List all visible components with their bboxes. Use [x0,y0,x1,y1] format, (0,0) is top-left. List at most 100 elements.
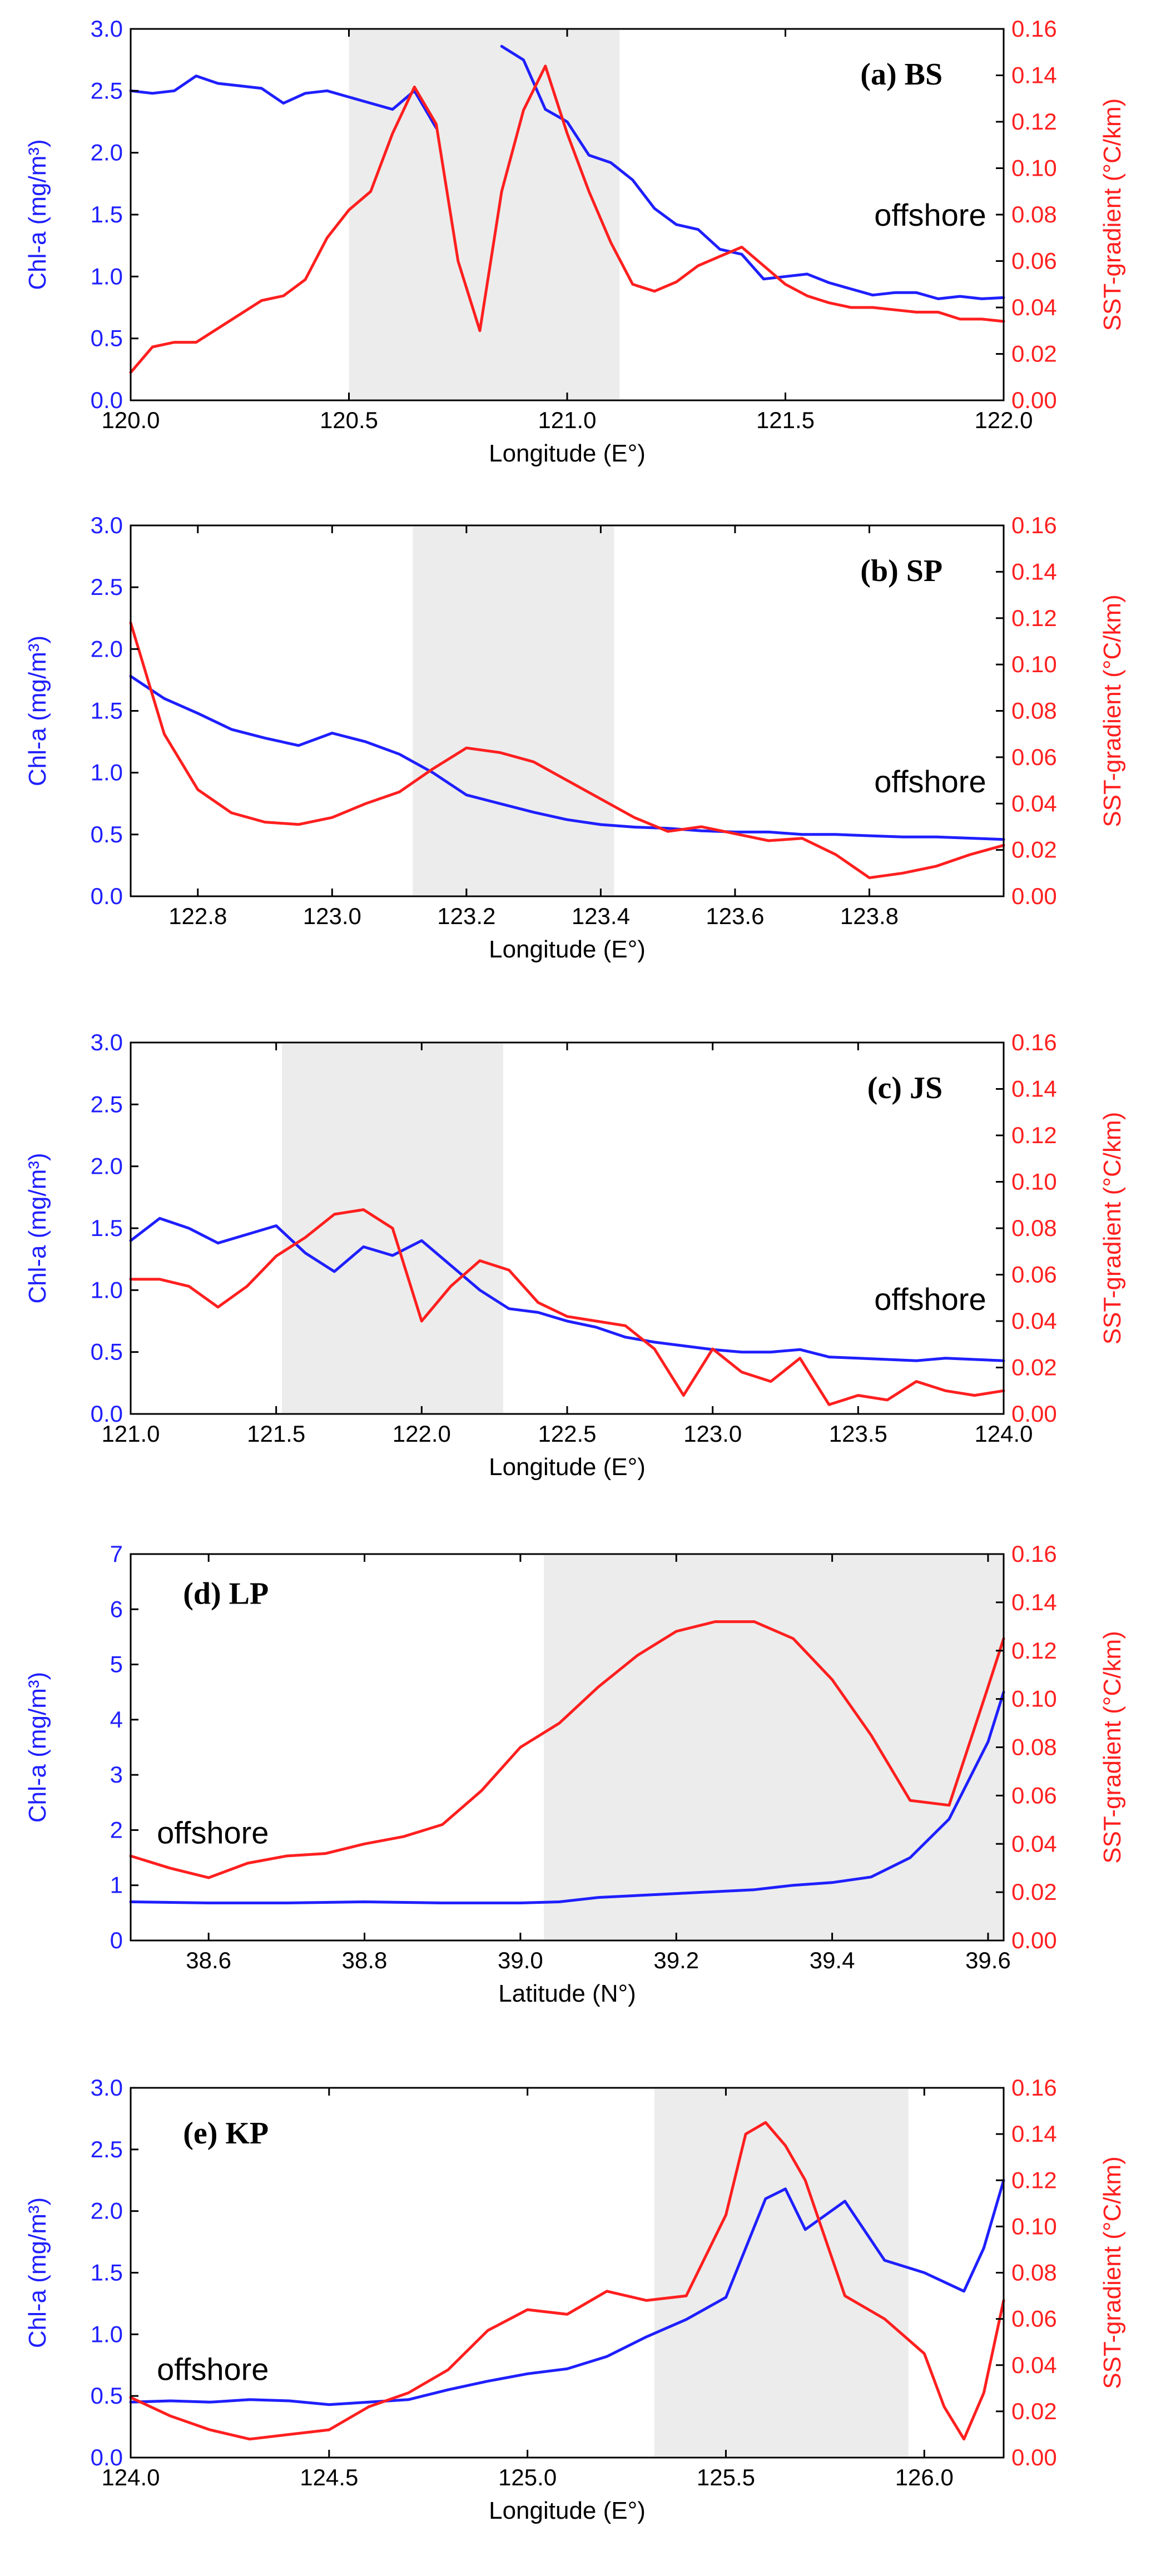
y-right-tick-label: 0.02 [1011,2398,1057,2424]
panel-title: (e) KP [183,2116,269,2151]
shaded-region [413,527,614,895]
y-left-tick-label: 3.0 [91,2074,123,2101]
y-left-tick-label: 0 [110,1927,123,1953]
y-left-tick-label: 0.0 [91,1401,123,1427]
y-left-axis-label: Chl-a (mg/m³) [24,636,51,786]
y-right-tick-label: 0.10 [1011,1686,1057,1712]
y-left-tick-label: 2.5 [91,2136,123,2162]
x-tick-label: 39.6 [965,1947,1011,1973]
y-right-tick-label: 0.02 [1011,1879,1057,1905]
y-right-axis-label: SST-gradient (°C/km) [1099,98,1126,331]
y-left-tick-label: 3 [110,1761,123,1788]
chl-a-series-line [129,2178,1005,2406]
y-left-tick-label: 0.0 [91,387,123,413]
y-right-tick-label: 0.02 [1011,1354,1057,1381]
panel-4: 38.6 38.8 39.0 39.2 39.4 39.6 0 1 2 3 4 5 6 7 0.00 0.02… [24,1541,1126,2007]
y-right-tick-label: 0.06 [1011,1782,1057,1808]
y-left-tick-label: 5 [110,1651,123,1677]
y-right-tick-label: 0.06 [1011,1262,1057,1288]
y-right-tick-label: 0.06 [1011,248,1057,274]
shaded-region [654,2089,909,2456]
y-left-tick-label: 3.0 [91,1029,123,1055]
x-axis-label: Longitude (E°) [489,1453,646,1481]
x-tick-label: 120.5 [320,407,378,433]
y-left-tick-label: 3.0 [91,16,123,42]
y-right-tick-label: 0.04 [1011,1308,1057,1334]
x-tick-label: 39.0 [498,1947,543,1973]
x-axis-label: Longitude (E°) [489,440,646,467]
panel-1: 120.0 120.5 121.0 121.5 122.0 0.0 0.5 1.0 1.5 2.0… [24,16,1126,467]
y-right-tick-label: 0.14 [1011,2121,1057,2147]
y-right-tick-label: 0.08 [1011,698,1057,724]
y-right-tick-label: 0.14 [1011,1076,1057,1102]
y-right-tick-label: 0.06 [1011,2306,1057,2332]
y-left-tick-label: 0.5 [91,821,123,847]
x-tick-label: 122.0 [393,1421,451,1447]
y-left-axis-label: Chl-a (mg/m³) [24,2197,51,2348]
y-right-tick-label: 0.08 [1011,201,1057,227]
y-right-tick-label: 0.14 [1011,62,1057,88]
x-tick-label: 120.0 [101,407,160,433]
panel-2: 122.8 123.0 123.2 123.4 123.6 123.8 0.0 0.5 1.0 1… [24,512,1126,963]
y-left-axis-label: Chl-a (mg/m³) [24,1153,51,1303]
y-left-tick-label: 2.0 [91,140,123,166]
y-right-tick-label: 0.16 [1011,2074,1057,2101]
shaded-region [349,30,620,399]
x-tick-label: 123.5 [829,1421,887,1447]
panel-title: (d) LP [183,1577,269,1611]
offshore-annotation: offshore [157,1815,269,1850]
y-left-tick-label: 2.5 [91,77,123,103]
panel-title: (c) JS [867,1071,942,1105]
y-right-tick-label: 0.10 [1011,1169,1057,1195]
y-left-tick-label: 7 [110,1541,123,1567]
y-right-axis-label: SST-gradient (°C/km) [1099,594,1126,827]
y-left-tick-label: 2.0 [91,2198,123,2224]
y-right-tick-label: 0.00 [1011,883,1057,909]
y-left-tick-label: 1 [110,1872,123,1898]
y-left-tick-label: 1.0 [91,2321,123,2347]
y-right-axis-label: SST-gradient (°C/km) [1099,1112,1126,1345]
sst-gradient-series-line [129,2121,1005,2441]
y-left-tick-label: 0.5 [91,2383,123,2409]
chl-a-series-line [129,44,1005,300]
x-tick-label: 123.8 [840,903,899,929]
offshore-annotation: offshore [874,764,986,799]
y-right-tick-label: 0.08 [1011,1215,1057,1241]
y-left-tick-label: 1.5 [91,201,123,227]
x-tick-label: 122.0 [974,407,1033,433]
y-right-tick-label: 0.02 [1011,837,1057,863]
x-axis-label: Latitude (N°) [498,1980,636,2007]
x-tick-label: 124.5 [300,2464,358,2490]
y-right-tick-label: 0.02 [1011,341,1057,367]
y-right-tick-label: 0.08 [1011,1734,1057,1760]
x-tick-label: 122.5 [538,1421,596,1447]
shaded-region [543,1555,1004,1939]
x-tick-label: 124.0 [974,1421,1033,1447]
y-right-tick-label: 0.04 [1011,790,1057,816]
y-left-tick-label: 0.5 [91,1339,123,1365]
x-axis-label: Longitude (E°) [489,936,646,963]
x-tick-label: 123.4 [572,903,630,929]
panel-5: 124.0 124.5 125.0 125.5 126.0 0.0 0.5 1.0 1.5 2.0… [24,2074,1126,2524]
x-tick-label: 123.6 [706,903,764,929]
y-left-tick-label: 2.5 [91,574,123,600]
y-left-tick-label: 1.5 [91,2260,123,2286]
x-tick-label: 39.2 [653,1947,699,1973]
y-right-tick-label: 0.10 [1011,2213,1057,2239]
y-right-tick-label: 0.04 [1011,1830,1057,1857]
y-right-tick-label: 0.10 [1011,651,1057,677]
offshore-annotation: offshore [157,2351,269,2386]
chl-a-series-line [129,674,1005,841]
x-tick-label: 123.0 [303,903,361,929]
panel-3: 121.0 121.5 122.0 122.5 123.0 123.5 124.0 0.0 0.… [24,1029,1126,1481]
y-right-tick-label: 0.08 [1011,2260,1057,2286]
y-left-axis-label: Chl-a (mg/m³) [24,1672,51,1823]
x-tick-label: 121.5 [756,407,815,433]
y-left-axis-label: Chl-a (mg/m³) [24,139,51,290]
x-tick-label: 121.0 [101,1421,160,1447]
y-right-tick-label: 0.00 [1011,1927,1057,1953]
x-tick-label: 124.0 [101,2464,160,2490]
y-right-axis-label: SST-gradient (°C/km) [1099,2156,1126,2389]
x-tick-label: 39.4 [810,1947,855,1973]
y-right-tick-label: 0.00 [1011,1401,1057,1427]
